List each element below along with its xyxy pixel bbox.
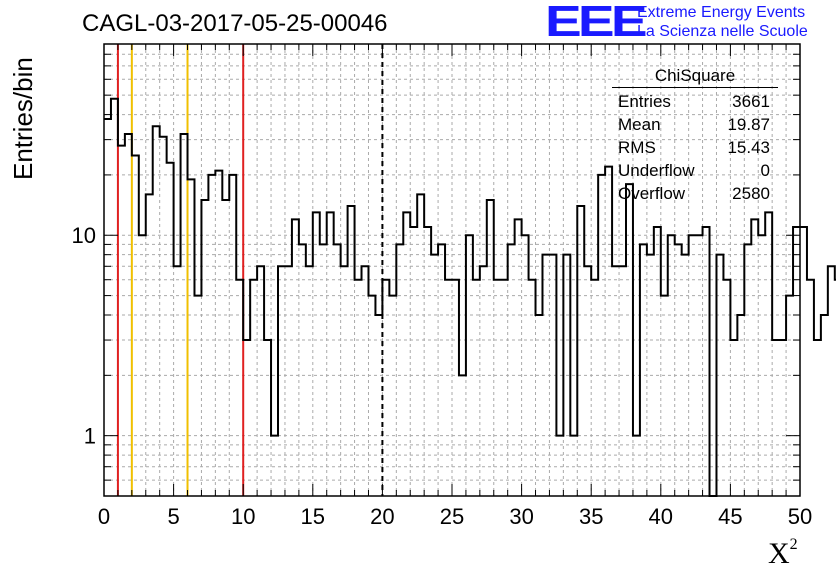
- x-axis-label-superscript: 2: [789, 536, 798, 553]
- x-tick-label: 50: [788, 504, 812, 529]
- stats-value: 3661: [732, 92, 770, 111]
- stats-value: 15.43: [727, 138, 770, 157]
- stats-row-mean: Mean 19.87: [612, 113, 778, 136]
- y-axis-label: Entries/bin: [8, 57, 38, 180]
- x-tick-label: 40: [649, 504, 673, 529]
- y-tick-label: 10: [72, 223, 96, 248]
- logo-line-1: Extreme Energy Events: [637, 4, 806, 21]
- stats-row-overflow: Overflow 2580: [612, 182, 778, 205]
- x-tick-label: 45: [718, 504, 742, 529]
- x-tick-label: 20: [370, 504, 394, 529]
- stats-label: Overflow: [618, 184, 686, 203]
- x-tick-label: 15: [301, 504, 325, 529]
- x-tick-label: 30: [509, 504, 533, 529]
- x-tick-label: 35: [579, 504, 603, 529]
- stats-row-rms: RMS 15.43: [612, 136, 778, 159]
- x-axis-label-main: X: [768, 537, 790, 570]
- logo-line-2: La Scienza nelle Scuole: [637, 23, 808, 40]
- stats-box: ChiSquare Entries 3661 Mean 19.87 RMS 15.43…: [612, 66, 778, 205]
- stats-value: 19.87: [727, 115, 770, 134]
- stats-label: Underflow: [618, 161, 695, 180]
- stats-row-underflow: Underflow 0: [612, 159, 778, 182]
- stats-label: RMS: [618, 138, 656, 157]
- stats-value: 0: [760, 161, 770, 180]
- stats-value: 2580: [732, 184, 770, 203]
- eee-logo-mark: EEE: [545, 0, 648, 46]
- stats-title: ChiSquare: [612, 66, 778, 88]
- stats-label: Mean: [618, 115, 661, 134]
- stats-label: Entries: [618, 92, 671, 111]
- histogram-line: [104, 97, 836, 497]
- x-tick-label: 5: [167, 504, 179, 529]
- x-axis-label: X2: [768, 536, 798, 571]
- y-tick-label: 1: [84, 424, 96, 449]
- stats-row-entries: Entries 3661: [612, 90, 778, 113]
- x-tick-label: 10: [231, 504, 255, 529]
- x-tick-label: 25: [440, 504, 464, 529]
- x-tick-label: 0: [98, 504, 110, 529]
- chart-title: CAGL-03-2017-05-25-00046: [82, 10, 388, 37]
